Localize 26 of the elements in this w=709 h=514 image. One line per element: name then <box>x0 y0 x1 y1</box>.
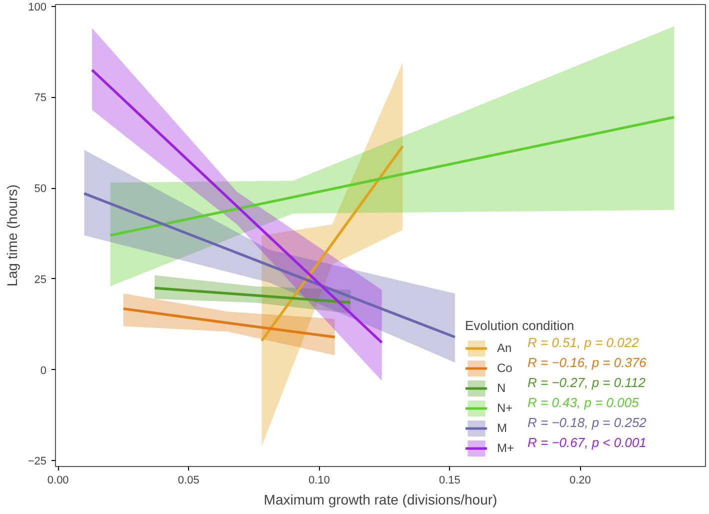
legend-label: M+ <box>497 440 516 457</box>
annotation: R = −0.67, p < 0.001 <box>528 435 646 450</box>
annotation: R = −0.27, p = 0.112 <box>528 375 646 390</box>
x-tick-label: 0.15 <box>438 474 460 486</box>
y-axis-title: Lag time (hours) <box>4 184 20 286</box>
annotation: R = −0.16, p = 0.376 <box>528 355 648 370</box>
y-tick-label: 50 <box>34 183 47 196</box>
x-tick-label: 0.10 <box>308 474 330 486</box>
legend-title: Evolution condition <box>465 318 574 333</box>
y-tick-label: −25 <box>28 456 47 468</box>
y-tick-label: 100 <box>28 1 47 14</box>
legend-label: An <box>497 340 513 357</box>
y-tick-label: 75 <box>34 92 47 104</box>
annotation: R = −0.18, p = 0.252 <box>528 415 648 430</box>
legend-label: M <box>497 420 508 437</box>
annotation: R = 0.51, p = 0.022 <box>528 335 640 350</box>
y-tick-label: 0 <box>40 364 47 377</box>
x-tick-label: 0.20 <box>569 474 591 486</box>
legend-label: Co <box>497 360 514 377</box>
x-axis-title: Maximum growth rate (divisions/hour) <box>264 492 498 508</box>
x-tick-label: 0.05 <box>178 474 200 486</box>
legend-label: N <box>497 380 507 397</box>
y-tick-label: 25 <box>34 274 47 286</box>
legend-label: N+ <box>497 400 514 417</box>
x-tick-label: 0.00 <box>47 474 69 486</box>
annotation: R = 0.43, p = 0.005 <box>528 395 640 410</box>
